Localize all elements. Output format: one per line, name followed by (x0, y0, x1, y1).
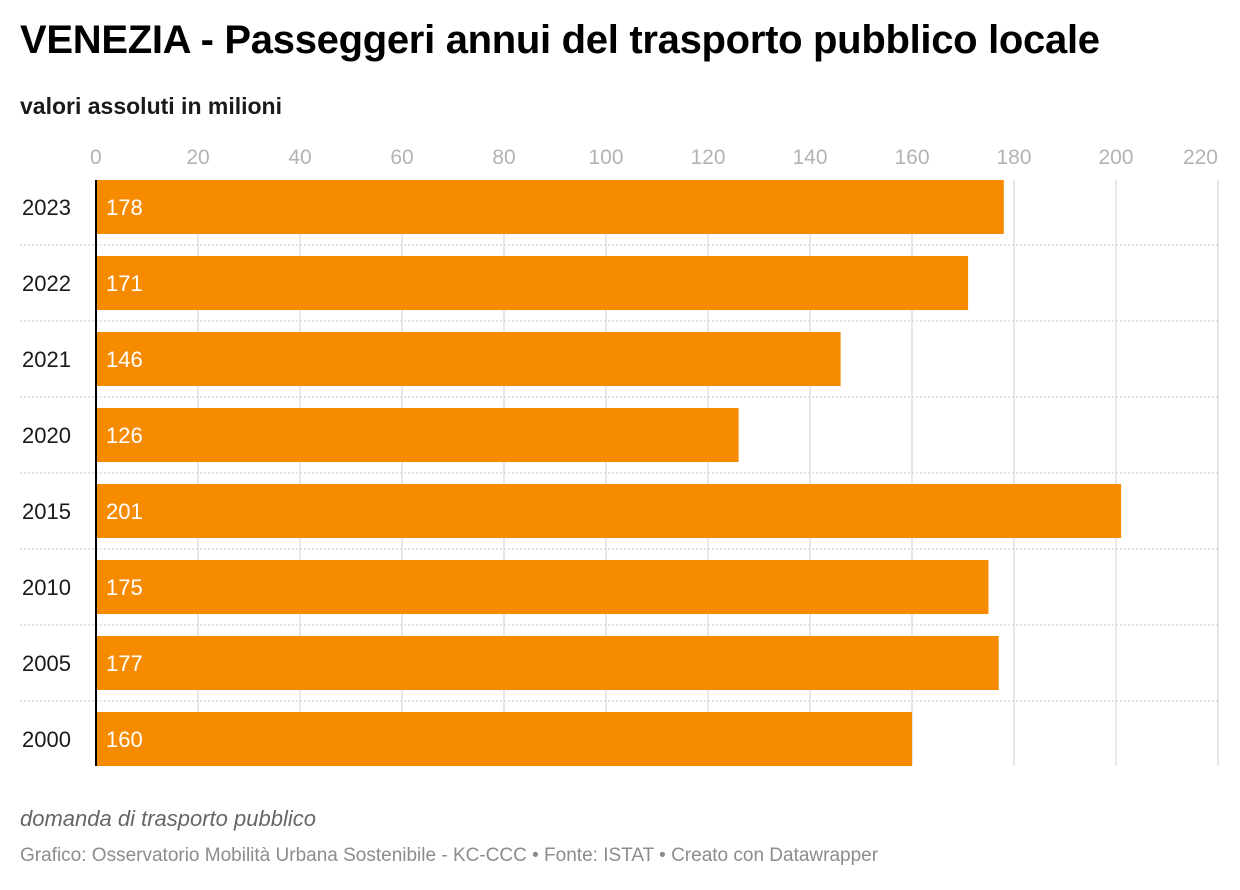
x-tick-label: 40 (288, 146, 311, 169)
x-axis-ticks: 0 20 40 60 80 100 120 140 160 180 200 220 (90, 146, 1218, 169)
x-tick-label: 60 (390, 146, 413, 169)
chart-subtitle: valori assoluti in milioni (20, 93, 282, 119)
category-label: 2022 (22, 271, 71, 296)
x-tick-label: 120 (690, 146, 725, 169)
value-label: 175 (106, 575, 143, 600)
x-tick-label: 140 (792, 146, 827, 169)
x-tick-label: 80 (492, 146, 515, 169)
bar (96, 560, 989, 614)
bar (96, 636, 999, 690)
bars (96, 180, 1122, 766)
value-label: 171 (106, 271, 143, 296)
row-separators (20, 244, 1218, 702)
chart-note: domanda di trasporto pubblico (20, 806, 316, 831)
category-label: 2020 (22, 423, 71, 448)
category-label: 2015 (22, 499, 71, 524)
category-label: 2000 (22, 727, 71, 752)
chart-footer: Grafico: Osservatorio Mobilità Urbana So… (20, 845, 879, 866)
bar (96, 180, 1004, 234)
category-label: 2021 (22, 347, 71, 372)
x-tick-label: 20 (186, 146, 209, 169)
x-tick-label: 220 (1183, 146, 1218, 169)
value-label: 178 (106, 195, 143, 220)
category-label: 2005 (22, 651, 71, 676)
value-label: 177 (106, 651, 143, 676)
x-tick-label: 160 (894, 146, 929, 169)
x-tick-label: 200 (1098, 146, 1133, 169)
bar (96, 408, 739, 462)
bar (96, 256, 969, 310)
category-label: 2023 (22, 195, 71, 220)
bar (96, 712, 912, 766)
value-label: 126 (106, 423, 143, 448)
value-label: 146 (106, 347, 143, 372)
chart-title: VENEZIA - Passeggeri annui del trasporto… (20, 18, 1100, 62)
x-tick-label: 0 (90, 146, 102, 169)
value-label: 201 (106, 499, 143, 524)
labels: 2023 178 2022 171 2021 146 2020 126 2015 201 2010 1… (22, 195, 143, 752)
x-tick-label: 180 (996, 146, 1031, 169)
category-label: 2010 (22, 575, 71, 600)
x-tick-label: 100 (588, 146, 623, 169)
bar (96, 332, 841, 386)
value-label: 160 (106, 727, 143, 752)
bar (96, 484, 1122, 538)
